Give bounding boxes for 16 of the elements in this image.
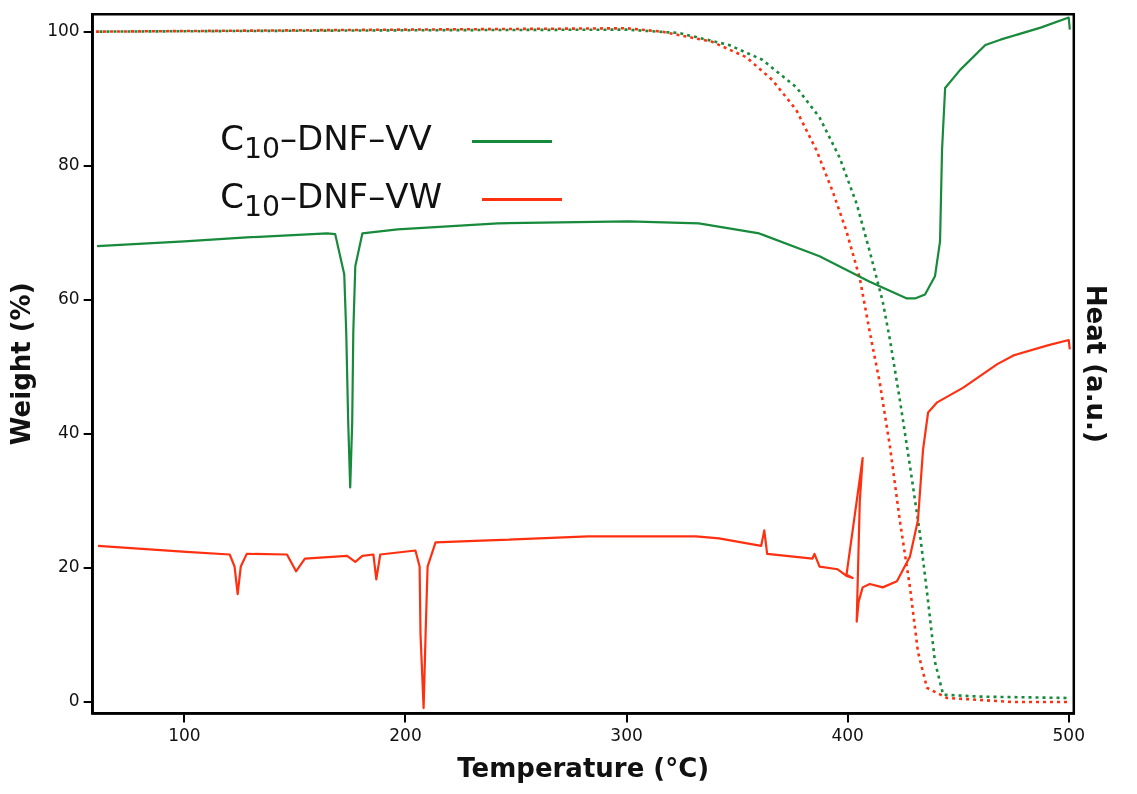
x-tick-label: 400 (831, 725, 864, 746)
x-tick-label: 100 (168, 725, 201, 746)
x-tick-label: 200 (389, 725, 422, 746)
legend-label: C$_{10}$–DNF–VW (220, 175, 443, 223)
legend-label: C$_{10}$–DNF–VV (220, 117, 432, 165)
x-tick-label: 300 (610, 725, 643, 746)
y-tick-label: 40 (58, 422, 80, 443)
y-tick-label: 20 (58, 556, 80, 577)
y2-axis-title: Heat (a.u.) (1080, 284, 1111, 443)
y-tick-label: 80 (58, 154, 80, 175)
x-axis-title: Temperature (°C) (457, 753, 710, 784)
y-tick-label: 0 (68, 690, 80, 711)
y-axis-title: Weight (%) (6, 282, 37, 446)
x-tick-label: 500 (1052, 725, 1085, 746)
y-tick-label: 60 (58, 288, 80, 309)
y-tick-label: 100 (47, 20, 80, 41)
